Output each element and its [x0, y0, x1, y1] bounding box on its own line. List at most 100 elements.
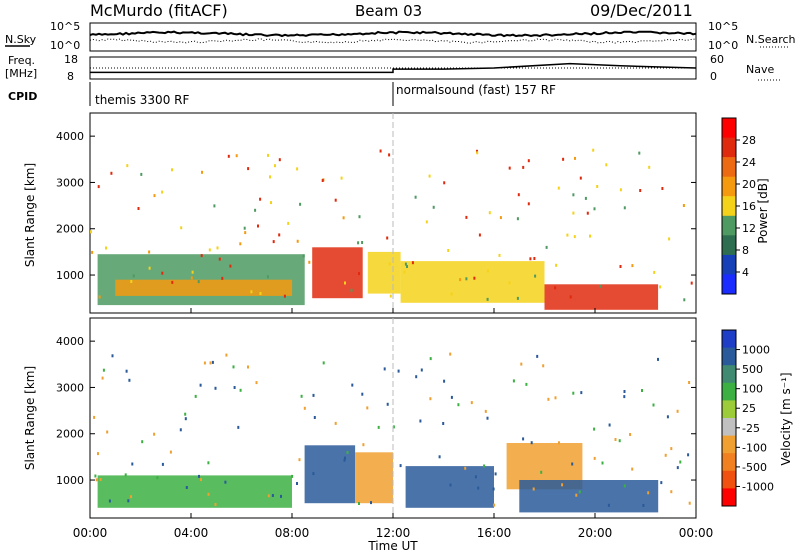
velocity-speckle-98 [457, 403, 459, 406]
power-speckle-102 [570, 295, 572, 298]
power-speckle-131 [648, 166, 650, 169]
power-colorbar: 282420161284 [722, 118, 756, 295]
velocity-speckle-1 [653, 404, 655, 407]
velocity-panel: 1000200030004000 Slant Range [km] 100050… [23, 318, 793, 518]
power-speckle-22 [244, 227, 246, 230]
velocity-speckle-95 [112, 354, 114, 357]
power-speckle-25 [274, 164, 276, 167]
velocity-speckle-116 [299, 458, 301, 461]
power-speckle-40 [691, 282, 693, 285]
power-speckle-94 [517, 217, 519, 220]
power-speckle-82 [572, 193, 574, 196]
velocity-speckle-45 [96, 478, 98, 481]
velocity-colorbar-cell-0 [722, 330, 736, 348]
velocity-colorbar-cell-2 [722, 365, 736, 383]
velocity-speckle-120 [471, 401, 473, 404]
power-speckle-130 [351, 289, 353, 292]
velocity-speckle-42 [335, 422, 337, 425]
power-region-2 [312, 247, 363, 298]
freq-panel: Freq. [MHz] 18 8 60 0 Nave [5, 53, 780, 83]
velocity-speckle-122 [347, 451, 349, 454]
velocity-speckle-69 [153, 433, 155, 436]
velocity-speckle-50 [679, 461, 681, 464]
power-speckle-92 [574, 235, 576, 238]
velocity-speckle-32 [384, 367, 386, 370]
velocity-speckle-130 [130, 495, 132, 498]
power-colorbar-cell-8 [722, 274, 736, 294]
power-speckle-104 [148, 251, 150, 254]
power-speckle-38 [596, 185, 598, 188]
velocity-speckle-79 [477, 487, 479, 490]
power-speckle-51 [412, 261, 414, 264]
power-speckle-55 [489, 211, 491, 214]
velocity-speckle-11 [449, 353, 451, 356]
power-speckle-44 [257, 225, 259, 228]
power-speckle-114 [380, 150, 382, 153]
power-speckle-50 [473, 277, 475, 280]
power-speckle-46 [133, 274, 135, 277]
power-speckle-76 [221, 277, 223, 280]
power-speckle-96 [589, 235, 591, 238]
power-speckle-91 [171, 168, 173, 171]
freq-right-tick-top: 60 [710, 53, 724, 66]
x-tick-label-2: 08:00 [275, 526, 310, 540]
velocity-speckle-90 [450, 484, 452, 487]
power-speckle-37 [269, 175, 271, 178]
power-colorbar-label-0: 28 [742, 134, 756, 147]
power-ytick-label-1: 2000 [56, 223, 84, 236]
velocity-speckle-106 [106, 431, 108, 434]
velocity-speckle-100 [126, 370, 128, 373]
power-colorbar-cell-5 [722, 216, 736, 236]
velocity-colorbar-label-0: 1000 [742, 344, 770, 357]
power-speckle-33 [91, 251, 93, 254]
velocity-speckle-82 [487, 417, 489, 420]
power-speckle-126 [594, 207, 596, 210]
power-speckle-6 [273, 240, 275, 243]
velocity-speckle-67 [314, 416, 316, 419]
power-colorbar-cell-7 [722, 255, 736, 275]
power-speckle-61 [259, 198, 261, 201]
power-speckle-29 [631, 264, 633, 267]
velocity-speckle-8 [495, 472, 497, 475]
velocity-speckle-35 [237, 426, 239, 429]
velocity-speckle-26 [184, 413, 186, 416]
power-speckle-30 [499, 254, 501, 257]
velocity-speckle-49 [296, 482, 298, 485]
power-speckle-68 [213, 204, 215, 207]
velocity-speckle-128 [344, 457, 346, 460]
power-speckle-117 [528, 159, 530, 162]
power-colorbar-label-2: 20 [742, 178, 756, 191]
power-speckle-116 [126, 164, 128, 167]
velocity-speckle-65 [200, 384, 202, 387]
velocity-speckle-0 [689, 502, 691, 505]
velocity-speckle-52 [280, 495, 282, 498]
power-speckle-41 [357, 241, 359, 244]
velocity-speckle-112 [642, 504, 644, 507]
x-tick-label-1: 04:00 [174, 526, 209, 540]
velocity-speckle-137 [170, 451, 172, 454]
velocity-speckle-73 [421, 369, 423, 372]
velocity-speckle-104 [657, 358, 659, 361]
velocity-speckle-37 [234, 386, 236, 389]
velocity-speckle-38 [533, 488, 535, 491]
velocity-speckle-20 [540, 471, 542, 474]
velocity-region-0 [98, 475, 292, 507]
velocity-speckle-44 [631, 468, 633, 471]
velocity-speckle-75 [647, 491, 649, 494]
power-colorbar-cell-6 [722, 235, 736, 255]
power-speckle-83 [533, 257, 535, 260]
power-speckle-45 [154, 194, 156, 197]
power-speckle-81 [341, 177, 343, 180]
power-speckle-137 [587, 212, 589, 215]
power-speckle-73 [254, 209, 256, 212]
power-speckle-97 [244, 231, 246, 234]
power-speckle-53 [487, 270, 489, 273]
power-speckle-20 [99, 296, 101, 299]
power-speckle-118 [406, 265, 408, 268]
power-region-3 [368, 252, 401, 294]
power-speckle-113 [529, 257, 531, 260]
power-speckle-39 [451, 293, 453, 296]
velocity-speckle-29 [215, 503, 217, 506]
velocity-speckle-47 [131, 463, 133, 466]
velocity-speckle-84 [536, 355, 538, 358]
